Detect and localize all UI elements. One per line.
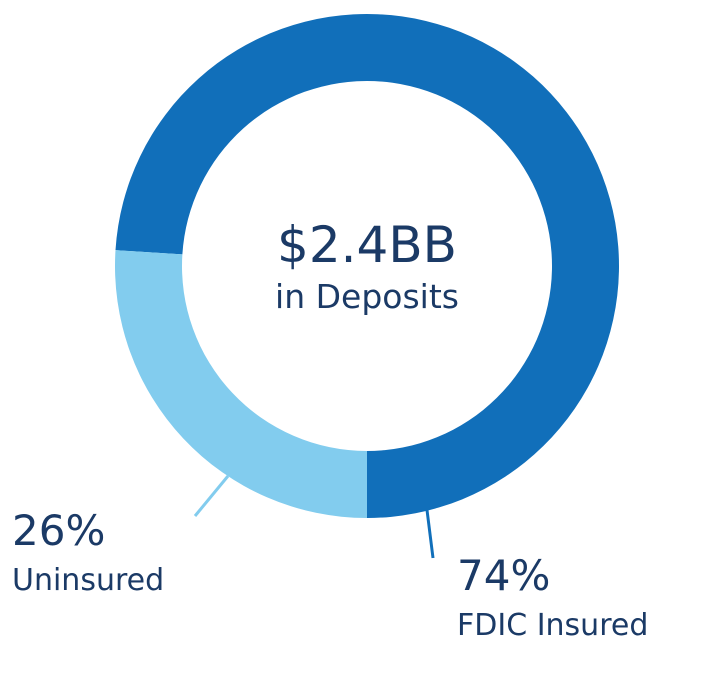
slice-label: FDIC Insured [457,608,648,643]
slice-percent: 26% [12,506,105,555]
center-value: $2.4BB [277,216,457,274]
center-label: in Deposits [275,277,459,316]
slice-percent: 74% [457,551,550,600]
donut-slice [114,250,367,518]
leader-line [193,475,230,517]
slice-label: Uninsured [12,563,164,598]
leader-line [425,509,435,559]
